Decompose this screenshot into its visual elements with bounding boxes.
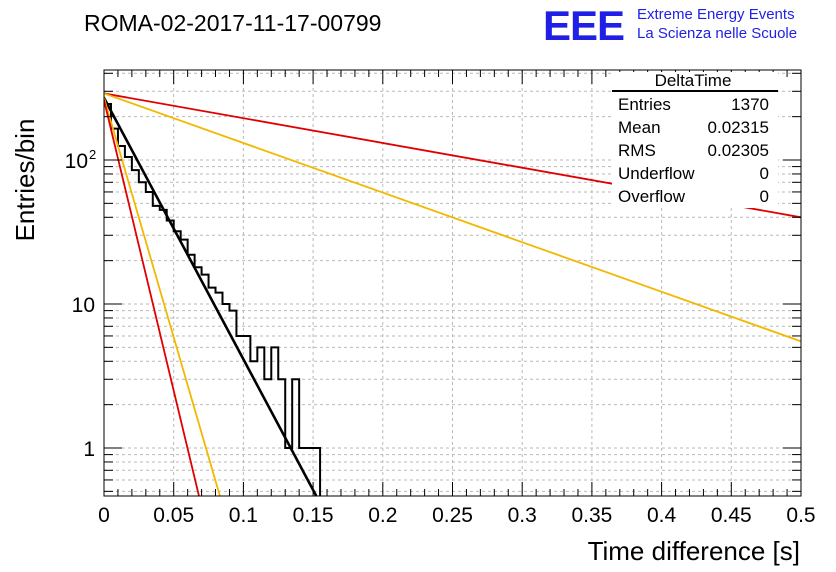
logo-tagline-1: Extreme Energy Events — [637, 6, 795, 23]
x-tick-label: 0.2 — [368, 504, 397, 527]
stats-row-value: 0.02305 — [708, 141, 769, 160]
stats-box: DeltaTime Entries 1370 Mean 0.02315 RMS 0.023… — [612, 71, 778, 208]
x-tick-label: 0.5 — [786, 504, 815, 527]
x-tick-label: 0.15 — [293, 504, 334, 527]
x-tick-label: 0.1 — [229, 504, 258, 527]
y-axis-label: Entries/bin — [10, 119, 40, 242]
stats-row-value: 0 — [760, 187, 769, 206]
stats-row-label: Entries — [618, 95, 671, 114]
stats-title: DeltaTime — [655, 71, 732, 90]
x-tick-label: 0 — [98, 504, 110, 527]
histogram-steps — [104, 102, 322, 496]
grid — [104, 70, 801, 496]
y-tick-exponent: 2 — [89, 147, 96, 162]
x-tick-label: 0.3 — [508, 504, 537, 527]
stats-row-label: RMS — [618, 141, 656, 160]
stats-row-value: 0.02315 — [708, 118, 769, 137]
stats-row-label: Mean — [618, 118, 661, 137]
fit-line-upper-bound-yellow — [104, 92, 801, 343]
x-tick-label: 0.45 — [711, 504, 752, 527]
axis-tick-labels: 0 0.05 0.1 0.15 0.2 0.25 0.3 0.35 0.4 0.45 0.5 1 10 1… — [65, 147, 816, 527]
run-title: ROMA-02-2017-11-17-00799 — [84, 10, 381, 36]
stats-row-label: Overflow — [618, 187, 686, 206]
fit-line-lower-bound-red — [104, 99, 200, 496]
x-tick-label: 0.4 — [647, 504, 677, 527]
y-tick-label: 1 — [83, 438, 95, 461]
x-tick-label: 0.25 — [432, 504, 473, 527]
stats-row-label: Underflow — [618, 164, 695, 183]
y-tick-label: 10 — [72, 294, 95, 317]
y-tick-label: 10 — [65, 150, 88, 173]
x-tick-label: 0.05 — [153, 504, 194, 527]
fit-line-fit — [104, 96, 318, 496]
x-axis-label: Time difference [s] — [588, 536, 800, 566]
logo-tagline-2: La Scienza nelle Scuole — [637, 25, 797, 42]
x-tick-label: 0.35 — [571, 504, 612, 527]
stats-box-background — [612, 72, 778, 208]
stats-row-value: 0 — [760, 164, 769, 183]
eee-logo: EEE — [543, 2, 624, 49]
stats-row-value: 1370 — [731, 95, 769, 114]
fit-line-lower-bound-yellow — [104, 96, 221, 496]
